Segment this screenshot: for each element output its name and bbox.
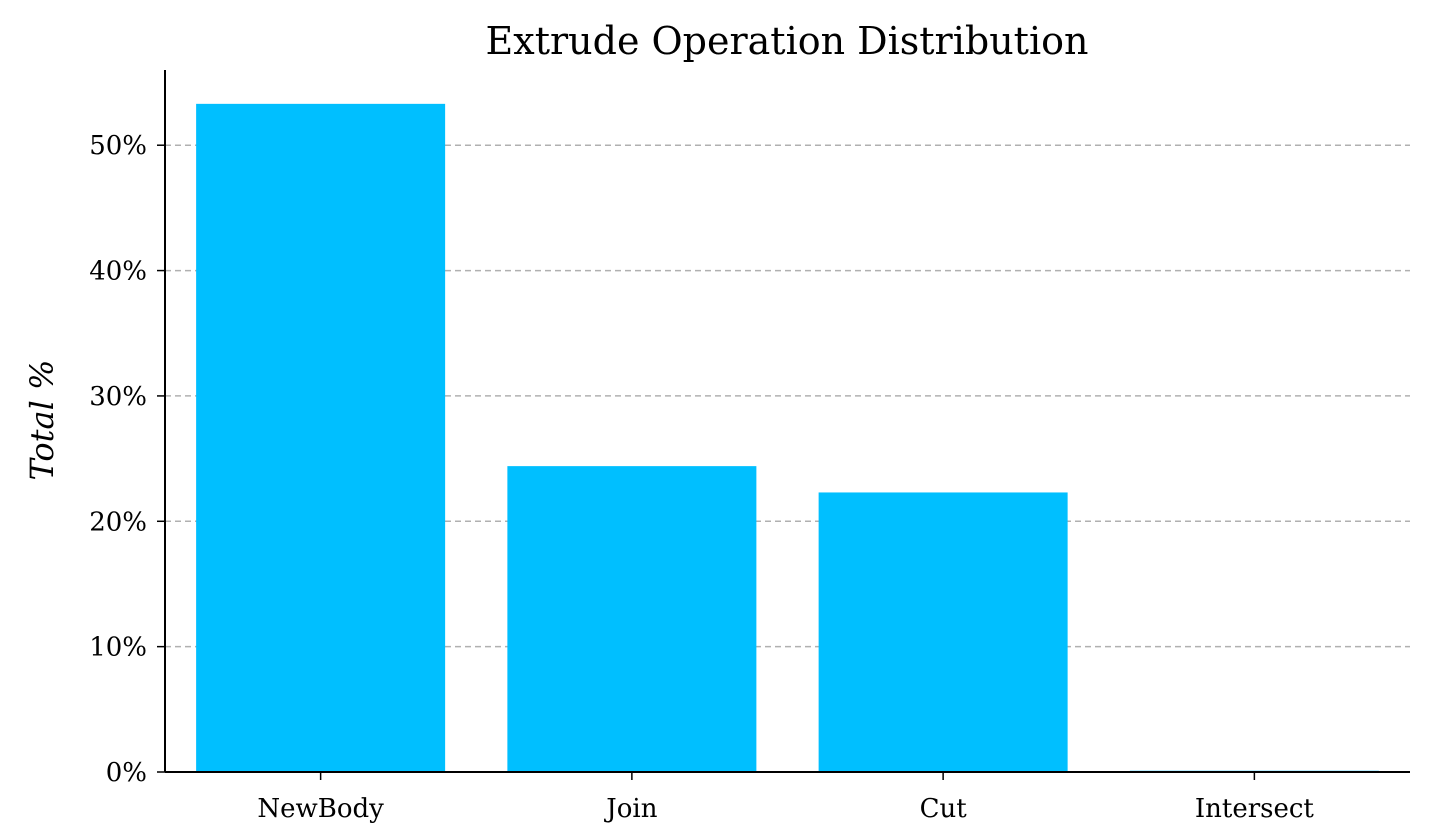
grid-lines [165,144,1410,648]
bar-newbody [196,103,446,772]
y-ticks: 0% 10% 20% 30% 40% 50% [89,131,165,788]
y-tick-label: 10% [89,633,147,663]
x-tick-label: Join [603,794,657,824]
y-tick-label: 20% [89,507,147,537]
y-tick-label: 40% [89,257,147,287]
x-tick-label: NewBody [257,794,384,824]
bar-cut [818,492,1068,772]
x-tick-label: Cut [920,794,968,824]
axes [164,70,1410,773]
y-tick-label: 30% [89,382,147,412]
bars [196,103,1379,772]
x-tick-label: Intersect [1195,794,1315,824]
y-axis-label: Total % [23,360,61,481]
chart-title: Extrude Operation Distribution [486,19,1089,63]
x-ticks: NewBody Join Cut Intersect [257,772,1314,824]
y-tick-label: 50% [89,131,147,161]
y-tick-label: 0% [106,758,147,788]
bar-join [507,466,757,772]
